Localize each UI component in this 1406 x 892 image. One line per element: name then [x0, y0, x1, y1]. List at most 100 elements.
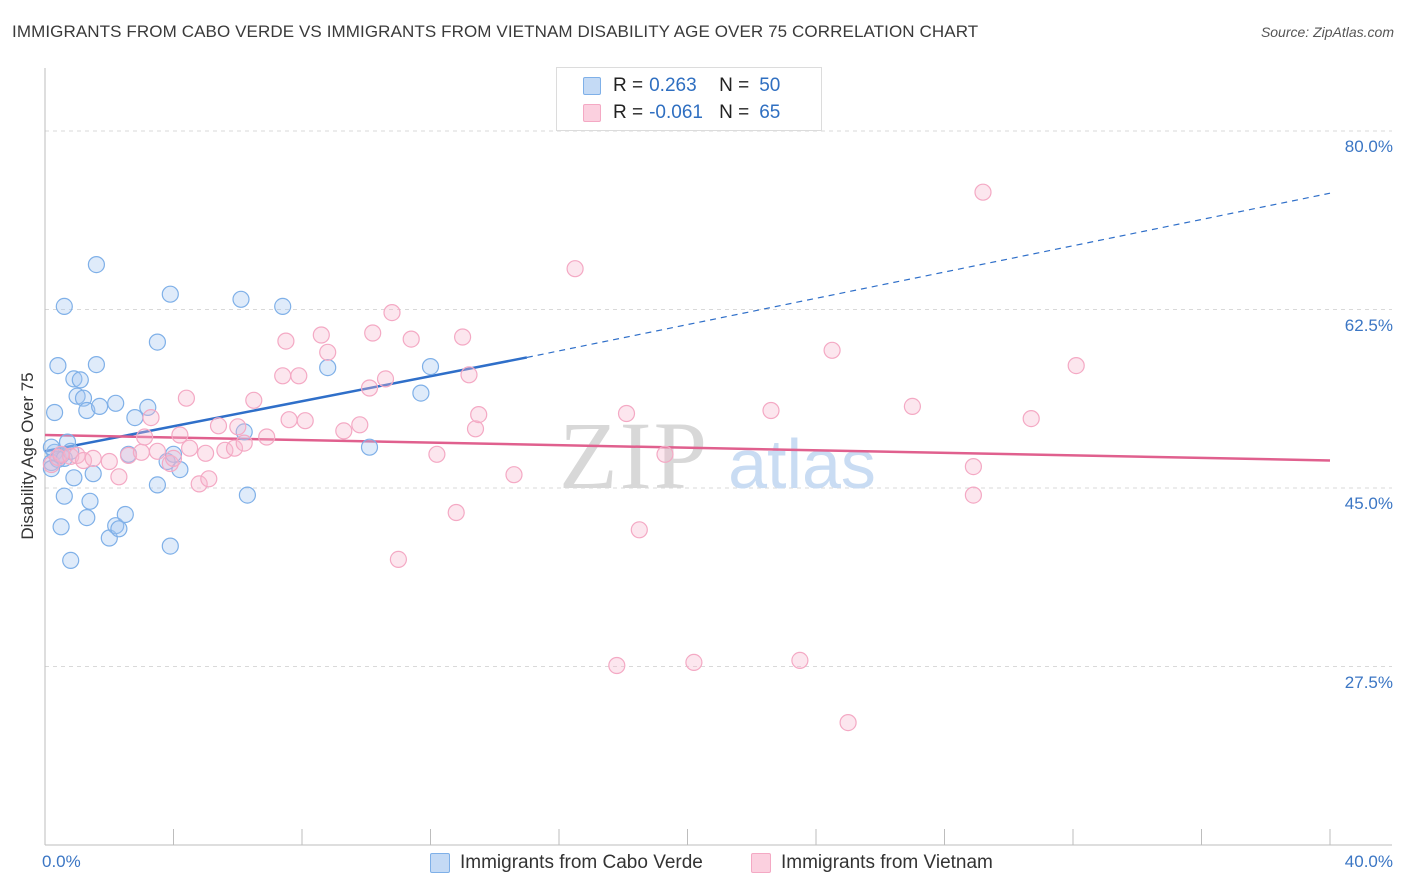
- watermark-zip: ZIP: [559, 402, 709, 509]
- vietnam-point: [312, 326, 330, 344]
- vietnam-point: [280, 411, 298, 429]
- legend-swatch-vietnam: [583, 104, 601, 122]
- legend-row-vietnam: R = -0.061 N = 65: [583, 100, 780, 126]
- vietnam-point: [100, 452, 118, 471]
- vietnam-point: [148, 442, 166, 460]
- y-tick-label: 62.5%: [1344, 315, 1393, 335]
- vietnam-point: [505, 466, 523, 484]
- vietnam-point: [566, 260, 584, 278]
- vietnam-point: [791, 651, 809, 670]
- cabo-verde-point: [360, 438, 379, 456]
- cabo-verde-point: [412, 384, 430, 402]
- series-legend-vietnam[interactable]: Immigrants from Vietnam: [751, 852, 993, 874]
- cabo-verde-point: [65, 469, 83, 487]
- vietnam-point: [245, 391, 263, 409]
- cabo-verde-point: [110, 520, 128, 538]
- y-axis-label: Disability Age Over 75: [18, 372, 37, 540]
- cabo-verde-point: [126, 409, 144, 427]
- x-tick-min: 0.0%: [42, 852, 81, 871]
- axes: [44, 68, 1392, 846]
- cabo-verde-point: [164, 445, 183, 463]
- vietnam-point: [229, 418, 247, 436]
- cabo-verde-point: [232, 290, 250, 308]
- cabo-verde-point: [55, 297, 73, 315]
- legend-swatch-cabo-verde: [583, 77, 601, 95]
- vietnam-point: [360, 379, 379, 397]
- legend-r-label: R =: [613, 102, 644, 123]
- cabo-verde-point: [65, 370, 83, 388]
- vietnam-point: [608, 656, 626, 675]
- y-tick-label: 45.0%: [1344, 494, 1393, 513]
- cabo-verde-point: [62, 551, 80, 570]
- vietnam-point: [258, 428, 276, 446]
- cabo-verde-point: [90, 397, 109, 415]
- vietnam-point: [136, 428, 154, 446]
- vietnam-point: [177, 389, 195, 407]
- vietnam-point: [364, 324, 382, 342]
- vietnam-point: [460, 366, 478, 384]
- vietnam-point: [351, 416, 369, 434]
- vietnam-point: [319, 343, 337, 361]
- legend-n-label: N =: [719, 75, 750, 96]
- vietnam-point: [200, 470, 218, 488]
- vietnam-point: [447, 503, 465, 522]
- vietnam-point: [62, 447, 80, 465]
- legend-n-label: N =: [719, 102, 750, 123]
- cabo-verde-point: [274, 297, 292, 315]
- correlation-legend: R = 0.263 N = 50 R = -0.061 N = 65: [556, 67, 822, 131]
- source-credit: Source: ZipAtlas.com: [1260, 24, 1394, 40]
- vietnam-point: [466, 420, 485, 438]
- y-tick-label: 27.5%: [1344, 672, 1393, 692]
- gridlines: [45, 130, 1392, 667]
- vietnam-point: [290, 367, 308, 385]
- vietnam-point: [161, 454, 179, 473]
- watermark-atlas: atlas: [728, 425, 876, 503]
- cabo-verde-point: [78, 508, 96, 527]
- vietnam-point: [1022, 410, 1040, 428]
- cabo-verde-point: [148, 333, 166, 351]
- vietnam-point: [84, 449, 102, 467]
- vietnam-point: [277, 332, 295, 350]
- series-label-vietnam: Immigrants from Vietnam: [781, 852, 993, 873]
- vietnam-point: [964, 486, 983, 504]
- vietnam-point: [119, 446, 138, 464]
- cabo-verde-point: [55, 487, 73, 505]
- vietnam-point: [197, 444, 215, 462]
- cabo-verde-point: [45, 403, 64, 422]
- cabo-verde-point: [81, 492, 99, 510]
- vietnam-point: [964, 458, 983, 476]
- vietnam-point: [823, 341, 841, 359]
- vietnam-point: [974, 183, 992, 201]
- vietnam-point: [209, 417, 228, 435]
- cabo-verde-point: [319, 359, 337, 377]
- series-label-cabo-verde: Immigrants from Cabo Verde: [460, 852, 703, 873]
- vietnam-point: [181, 439, 199, 457]
- vietnam-point: [903, 397, 922, 415]
- vietnam-point: [171, 426, 189, 444]
- cabo-verde-trend-extension: [526, 192, 1331, 359]
- legend-r-value: -0.061: [649, 102, 703, 123]
- cabo-verde-point: [238, 486, 256, 504]
- series-legend-cabo-verde[interactable]: Immigrants from Cabo Verde: [430, 852, 703, 874]
- cabo-verde-point: [107, 394, 125, 412]
- vietnam-point: [656, 445, 674, 463]
- cabo-verde-point: [161, 537, 179, 555]
- vietnam-point: [762, 401, 780, 420]
- vietnam-point: [470, 406, 488, 424]
- legend-r-label: R =: [613, 75, 644, 96]
- cabo-verde-point: [87, 356, 106, 374]
- cabo-verde-point: [49, 357, 67, 375]
- vietnam-point: [164, 449, 183, 467]
- vietnam-point: [454, 328, 472, 346]
- cabo-verde-point: [71, 371, 89, 389]
- vietnam-point: [376, 370, 395, 388]
- y-tick-label: 80.0%: [1344, 137, 1393, 156]
- series-swatch-cabo-verde: [430, 853, 450, 873]
- legend-n-value: 65: [759, 102, 781, 123]
- legend-row-cabo-verde: R = 0.263 N = 50: [583, 73, 780, 99]
- chart-title: IMMIGRANTS FROM CABO VERDE VS IMMIGRANTS…: [12, 22, 979, 41]
- x-tick-max: 40.0%: [1344, 852, 1393, 871]
- legend-r-value: 0.263: [649, 75, 697, 96]
- vietnam-point: [190, 475, 208, 493]
- vietnam-point: [296, 412, 314, 430]
